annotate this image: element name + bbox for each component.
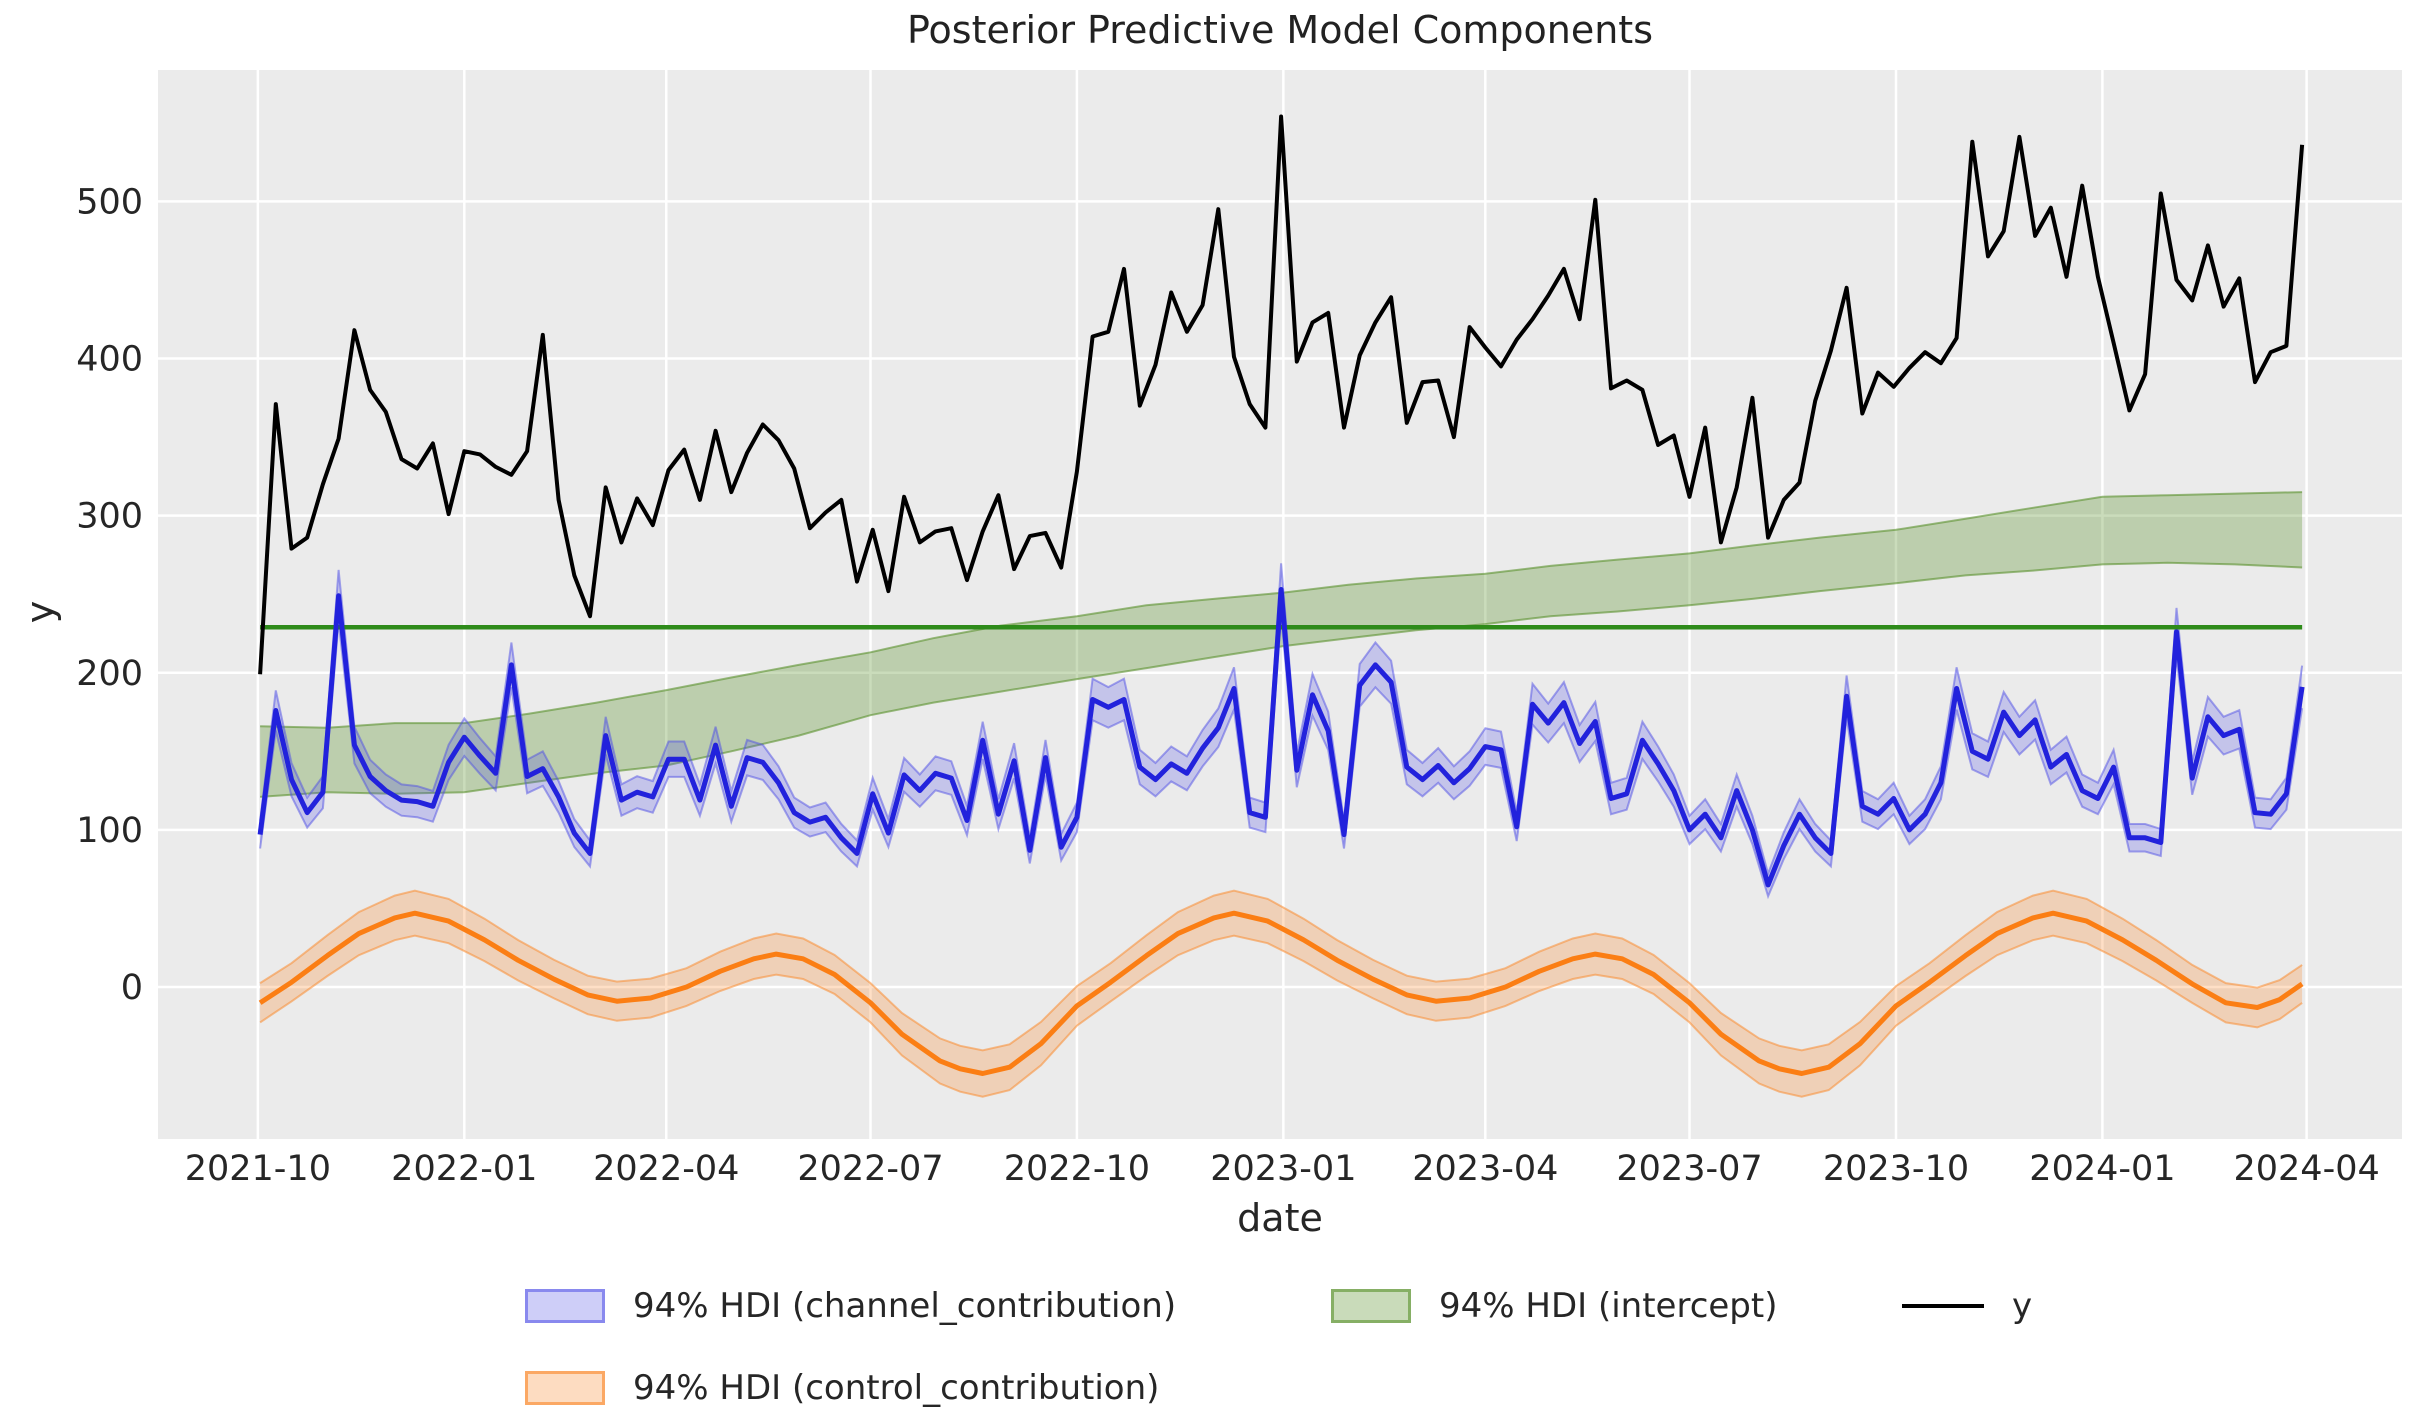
y-line-swatch-icon [1902, 1304, 1984, 1308]
control-hdi-band [260, 890, 2303, 1097]
x-axis-label: date [1237, 1196, 1323, 1240]
x-tick-label: 2024-04 [2234, 1149, 2380, 1189]
control-band-lower-edge [259, 934, 2303, 1098]
channel-contribution-line [257, 587, 2305, 888]
y-tick-label: 100 [76, 811, 143, 851]
y-tick-label: 0 [121, 968, 143, 1008]
legend-item-intercept: 94% HDI (intercept) [1331, 1286, 1778, 1326]
x-tick-label: 2022-01 [391, 1149, 537, 1189]
x-tick-label: 2023-01 [1210, 1149, 1356, 1189]
x-tick-label: 2023-10 [1823, 1149, 1969, 1189]
x-tick-label: 2023-04 [1412, 1149, 1558, 1189]
legend-label-control: 94% HDI (control_contribution) [633, 1368, 1160, 1408]
x-tick-label: 2022-04 [593, 1149, 739, 1189]
legend-label-intercept: 94% HDI (intercept) [1439, 1286, 1778, 1326]
intercept-hdi-swatch-icon [1331, 1289, 1411, 1323]
intercept-hdi-band [260, 492, 2303, 797]
y-tick-label: 200 [76, 654, 143, 694]
control-contribution-line [258, 910, 2304, 1076]
legend-item-y: y [1902, 1286, 2032, 1326]
y-tick-label: 400 [76, 340, 143, 380]
y-observed-line [258, 114, 2305, 675]
chart-title: Posterior Predictive Model Components [907, 8, 1653, 52]
x-tick-label: 2022-10 [1004, 1149, 1150, 1189]
y-axis-label: y [18, 600, 62, 624]
legend-label-channel: 94% HDI (channel_contribution) [633, 1286, 1177, 1326]
legend-item-channel-contribution: 94% HDI (channel_contribution) [525, 1286, 1176, 1326]
legend-label-y: y [2012, 1286, 2033, 1326]
control-band-upper-edge [259, 889, 2303, 1052]
legend-item-control-contribution: 94% HDI (control_contribution) [525, 1368, 1159, 1408]
x-tick-label: 2021-10 [185, 1149, 331, 1189]
y-tick-label: 300 [76, 497, 143, 537]
x-tick-label: 2023-07 [1616, 1149, 1762, 1189]
x-tick-label: 2024-01 [2029, 1149, 2175, 1189]
channel-hdi-swatch-icon [525, 1289, 605, 1323]
control-hdi-swatch-icon [525, 1371, 605, 1405]
x-tick-label: 2022-07 [797, 1149, 943, 1189]
y-tick-label: 500 [76, 182, 143, 222]
